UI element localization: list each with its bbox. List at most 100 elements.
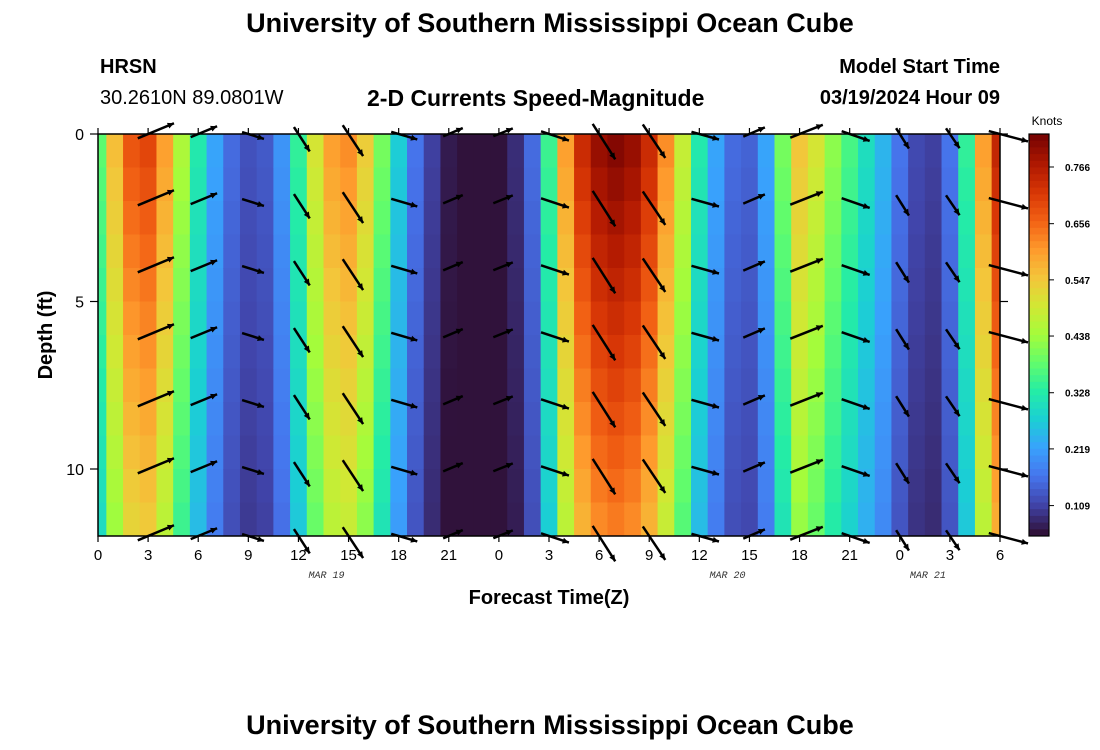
colorbar-swatch	[1029, 167, 1049, 175]
heat-cell	[891, 234, 909, 269]
current-vector	[390, 465, 418, 476]
heat-cell	[574, 435, 592, 470]
heat-cell	[924, 134, 943, 168]
colorbar-tick-label: 0.766	[1065, 163, 1090, 174]
colorbar-swatch	[1029, 462, 1049, 470]
heat-cell	[757, 502, 775, 537]
heat-cell	[724, 368, 742, 403]
heat-cell	[791, 402, 809, 436]
heat-cell	[674, 502, 692, 537]
heat-cell	[824, 301, 842, 336]
heat-cell	[473, 201, 492, 235]
heat-cell	[891, 368, 909, 403]
heat-cell	[356, 167, 375, 202]
heat-cell	[774, 301, 792, 336]
heat-cell	[974, 301, 993, 336]
x-tick-label: 3	[144, 547, 152, 564]
heat-cell	[239, 268, 258, 302]
heat-cell	[590, 234, 608, 269]
heat-cell	[958, 201, 976, 235]
heat-cell	[991, 368, 1001, 403]
colorbar-title: Knots	[1032, 114, 1063, 128]
heat-cell	[624, 234, 642, 269]
heat-cell	[540, 368, 558, 403]
heat-cell	[390, 402, 408, 436]
heat-cell	[390, 167, 408, 202]
current-vector	[742, 461, 766, 473]
heat-cell	[189, 368, 208, 403]
current-vector	[390, 264, 418, 275]
heat-cell	[958, 268, 976, 302]
heat-cell	[356, 435, 375, 470]
x-tick-label: 3	[946, 547, 954, 564]
colorbar-tick-label: 0.438	[1065, 332, 1090, 343]
heat-cell	[407, 301, 425, 336]
heat-cell	[323, 268, 341, 302]
heat-cell	[557, 201, 575, 235]
heat-cell	[507, 368, 525, 403]
heat-cell	[874, 167, 892, 202]
heat-cell	[607, 234, 625, 269]
heat-cell	[473, 234, 492, 269]
heat-cell	[273, 167, 291, 202]
current-vector	[292, 327, 311, 354]
heat-cell	[958, 402, 976, 436]
heat-cell	[239, 402, 258, 436]
heat-cell	[640, 402, 659, 436]
current-vector	[241, 197, 265, 208]
heat-cell	[690, 402, 709, 436]
x-tick-label: 15	[741, 547, 758, 564]
heat-cell	[624, 335, 642, 369]
heat-cell	[741, 502, 759, 537]
heat-cell	[590, 335, 608, 369]
heat-cell	[674, 301, 692, 336]
heat-cell	[290, 301, 308, 336]
colorbar-swatch	[1029, 368, 1049, 376]
heat-cell	[841, 335, 859, 369]
heat-cell	[507, 268, 525, 302]
current-vector	[742, 394, 766, 406]
heat-cell	[523, 402, 542, 436]
heat-cell	[106, 201, 124, 235]
colorbar-swatch	[1029, 381, 1049, 390]
heat-cell	[958, 301, 976, 336]
heat-cell	[974, 134, 993, 168]
current-vector	[241, 398, 265, 409]
heat-cell	[206, 201, 224, 235]
heat-cell	[356, 201, 375, 235]
heat-cell	[924, 402, 943, 436]
heat-cell	[523, 268, 542, 302]
heat-cell	[356, 502, 375, 537]
current-vector	[137, 457, 175, 475]
heat-cell	[791, 134, 809, 168]
heat-cell	[657, 335, 675, 369]
heat-cell	[156, 335, 174, 369]
heat-cell	[791, 201, 809, 235]
heat-cell	[373, 201, 391, 235]
current-vector	[492, 328, 514, 339]
x-tick-label: 3	[545, 547, 553, 564]
heat-cell	[874, 268, 892, 302]
heat-cell	[891, 402, 909, 436]
heat-cell	[958, 335, 976, 369]
heat-cell	[757, 469, 775, 503]
heat-cell	[373, 234, 391, 269]
current-vector	[841, 130, 871, 143]
heat-cell	[690, 502, 709, 537]
heat-cell	[774, 335, 792, 369]
heat-cell	[239, 335, 258, 369]
heat-cell	[590, 301, 608, 336]
heat-cell	[707, 368, 725, 403]
heat-cell	[490, 234, 508, 269]
heat-cell	[941, 167, 959, 202]
current-vector	[742, 327, 766, 339]
heat-cell	[523, 301, 542, 336]
heat-cell	[423, 335, 441, 369]
date-label: MAR 20	[709, 571, 745, 582]
heat-cell	[908, 402, 926, 436]
heat-cell	[323, 469, 341, 503]
heat-cell	[407, 469, 425, 503]
current-vector	[944, 127, 961, 149]
heat-cell	[807, 402, 826, 436]
current-vector	[591, 458, 617, 495]
